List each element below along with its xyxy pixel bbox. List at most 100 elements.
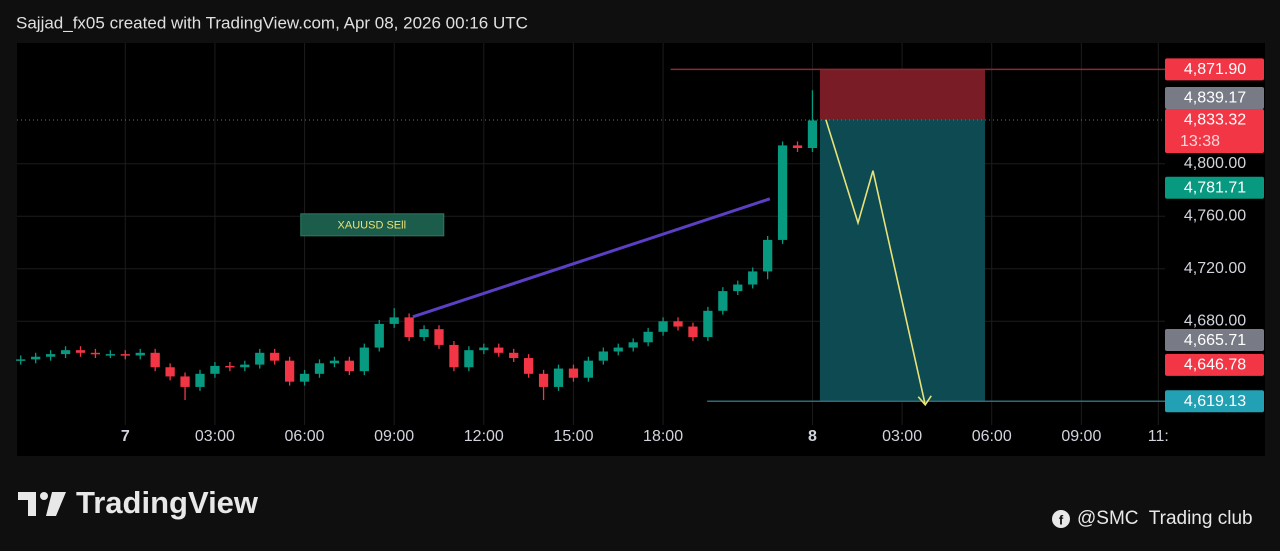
- candle-body: [105, 354, 115, 356]
- price-label-box: [1165, 87, 1264, 110]
- logo-part: [28, 492, 36, 516]
- candle-body: [524, 358, 534, 374]
- plot: 4,800.00 4,760.00 4,720.00 4,680.00 7 03:00 06…: [16, 43, 1264, 445]
- candle-body: [673, 321, 683, 327]
- candle-body: [90, 352, 101, 355]
- x-tick-label: 03:00: [195, 428, 235, 445]
- candle-body: [494, 347, 504, 353]
- projection-path: [825, 119, 927, 405]
- x-tick-label: 09:00: [374, 428, 414, 445]
- candle-body: [792, 145, 803, 149]
- candle-body: [284, 360, 295, 382]
- candle-body: [807, 120, 818, 149]
- candle-body: [389, 317, 399, 324]
- price-label-box: [1165, 329, 1264, 352]
- y-tick-label: 4,720.00: [1184, 260, 1246, 277]
- candle-body: [688, 326, 698, 338]
- y-tick-label: 4,800.00: [1184, 155, 1246, 172]
- brand: TradingView: [76, 485, 259, 520]
- candle-body: [509, 352, 519, 359]
- x-tick-label: 09:00: [1061, 428, 1101, 445]
- candle-body: [60, 350, 71, 355]
- price-label: 4,781.71: [1184, 179, 1246, 196]
- logo-part: [18, 492, 36, 500]
- candle-body: [210, 365, 220, 374]
- candle-body: [583, 360, 594, 378]
- candle-body: [195, 373, 205, 387]
- x-tick-label: 15:00: [553, 428, 593, 445]
- x-tick-label: 03:00: [882, 428, 922, 445]
- stop-zone: [819, 69, 985, 121]
- credit: @SMC Trading club: [1077, 508, 1253, 529]
- candle-body: [31, 356, 41, 360]
- facebook-icon: [1052, 510, 1070, 528]
- target-zone: [819, 120, 985, 402]
- y-tick-label: 4,680.00: [1184, 313, 1246, 330]
- x-tick-label: 7: [121, 428, 130, 445]
- candle-body: [718, 291, 728, 311]
- candle-body: [703, 310, 713, 338]
- candle-body: [449, 344, 459, 368]
- candle-body: [613, 347, 623, 352]
- candle-body: [45, 354, 56, 357]
- price-label-time: 13:38: [1180, 133, 1220, 150]
- chart-panel: [17, 43, 1265, 456]
- candle-body: [255, 352, 265, 365]
- candle-body: [374, 323, 384, 348]
- annotation-box: [300, 213, 445, 237]
- x-tick-label: 06:00: [972, 428, 1012, 445]
- y-tick-label: 4,760.00: [1184, 207, 1246, 224]
- x-tick-label: 8: [808, 428, 817, 445]
- x-tick-label: 11:: [1148, 428, 1169, 445]
- price-label: 4,619.13: [1184, 393, 1246, 410]
- x-tick-label: 18:00: [643, 428, 683, 445]
- price-label-box: [1165, 58, 1264, 81]
- price-label-box: [1165, 390, 1264, 413]
- candle-body: [180, 376, 190, 387]
- candle-body: [628, 342, 638, 348]
- candle-body: [763, 239, 773, 272]
- logo-part: [46, 492, 66, 516]
- price-label: 4,871.90: [1184, 61, 1246, 78]
- candle-body: [658, 321, 668, 332]
- price-label: 4,646.78: [1184, 357, 1246, 374]
- candle-body: [344, 360, 355, 372]
- price-label: 4,833.32: [1184, 112, 1246, 129]
- candle-body: [434, 329, 444, 345]
- candle-body: [598, 351, 608, 361]
- candle-body: [16, 359, 26, 361]
- price-label-box: [1165, 176, 1264, 199]
- price-label: 4,665.71: [1184, 332, 1246, 349]
- candle-body: [479, 347, 489, 351]
- tv-logo: [18, 492, 66, 516]
- candle-body: [329, 360, 340, 364]
- candle-body: [643, 331, 653, 343]
- candle-body: [225, 365, 235, 368]
- candle-body: [299, 373, 310, 382]
- candle-body: [359, 347, 369, 372]
- candle-body: [150, 352, 160, 368]
- price-label-box: [1165, 353, 1264, 376]
- facebook-glyph: f: [1059, 512, 1064, 527]
- candle-body: [404, 317, 414, 338]
- header: Sajjad_fx05 created with TradingView.com…: [16, 13, 528, 32]
- candle-body: [314, 363, 325, 374]
- candle-body: [464, 350, 474, 368]
- candle-body: [135, 352, 145, 356]
- candle-body: [553, 368, 564, 387]
- candle-body: [748, 271, 758, 285]
- trendline: [412, 197, 771, 319]
- logo-part: [40, 492, 48, 500]
- candle-body: [777, 145, 788, 240]
- x-tick-label: 06:00: [285, 428, 325, 445]
- candle-body: [120, 354, 130, 356]
- candle-body: [75, 350, 86, 353]
- candle-body: [240, 364, 250, 368]
- arrow-head: [917, 395, 932, 407]
- candle-body: [270, 352, 280, 361]
- candle-body: [165, 367, 175, 377]
- price-label: 4,839.17: [1184, 90, 1246, 107]
- candle-body: [538, 373, 549, 387]
- annotation-text: XAUUSD SEll: [338, 220, 406, 232]
